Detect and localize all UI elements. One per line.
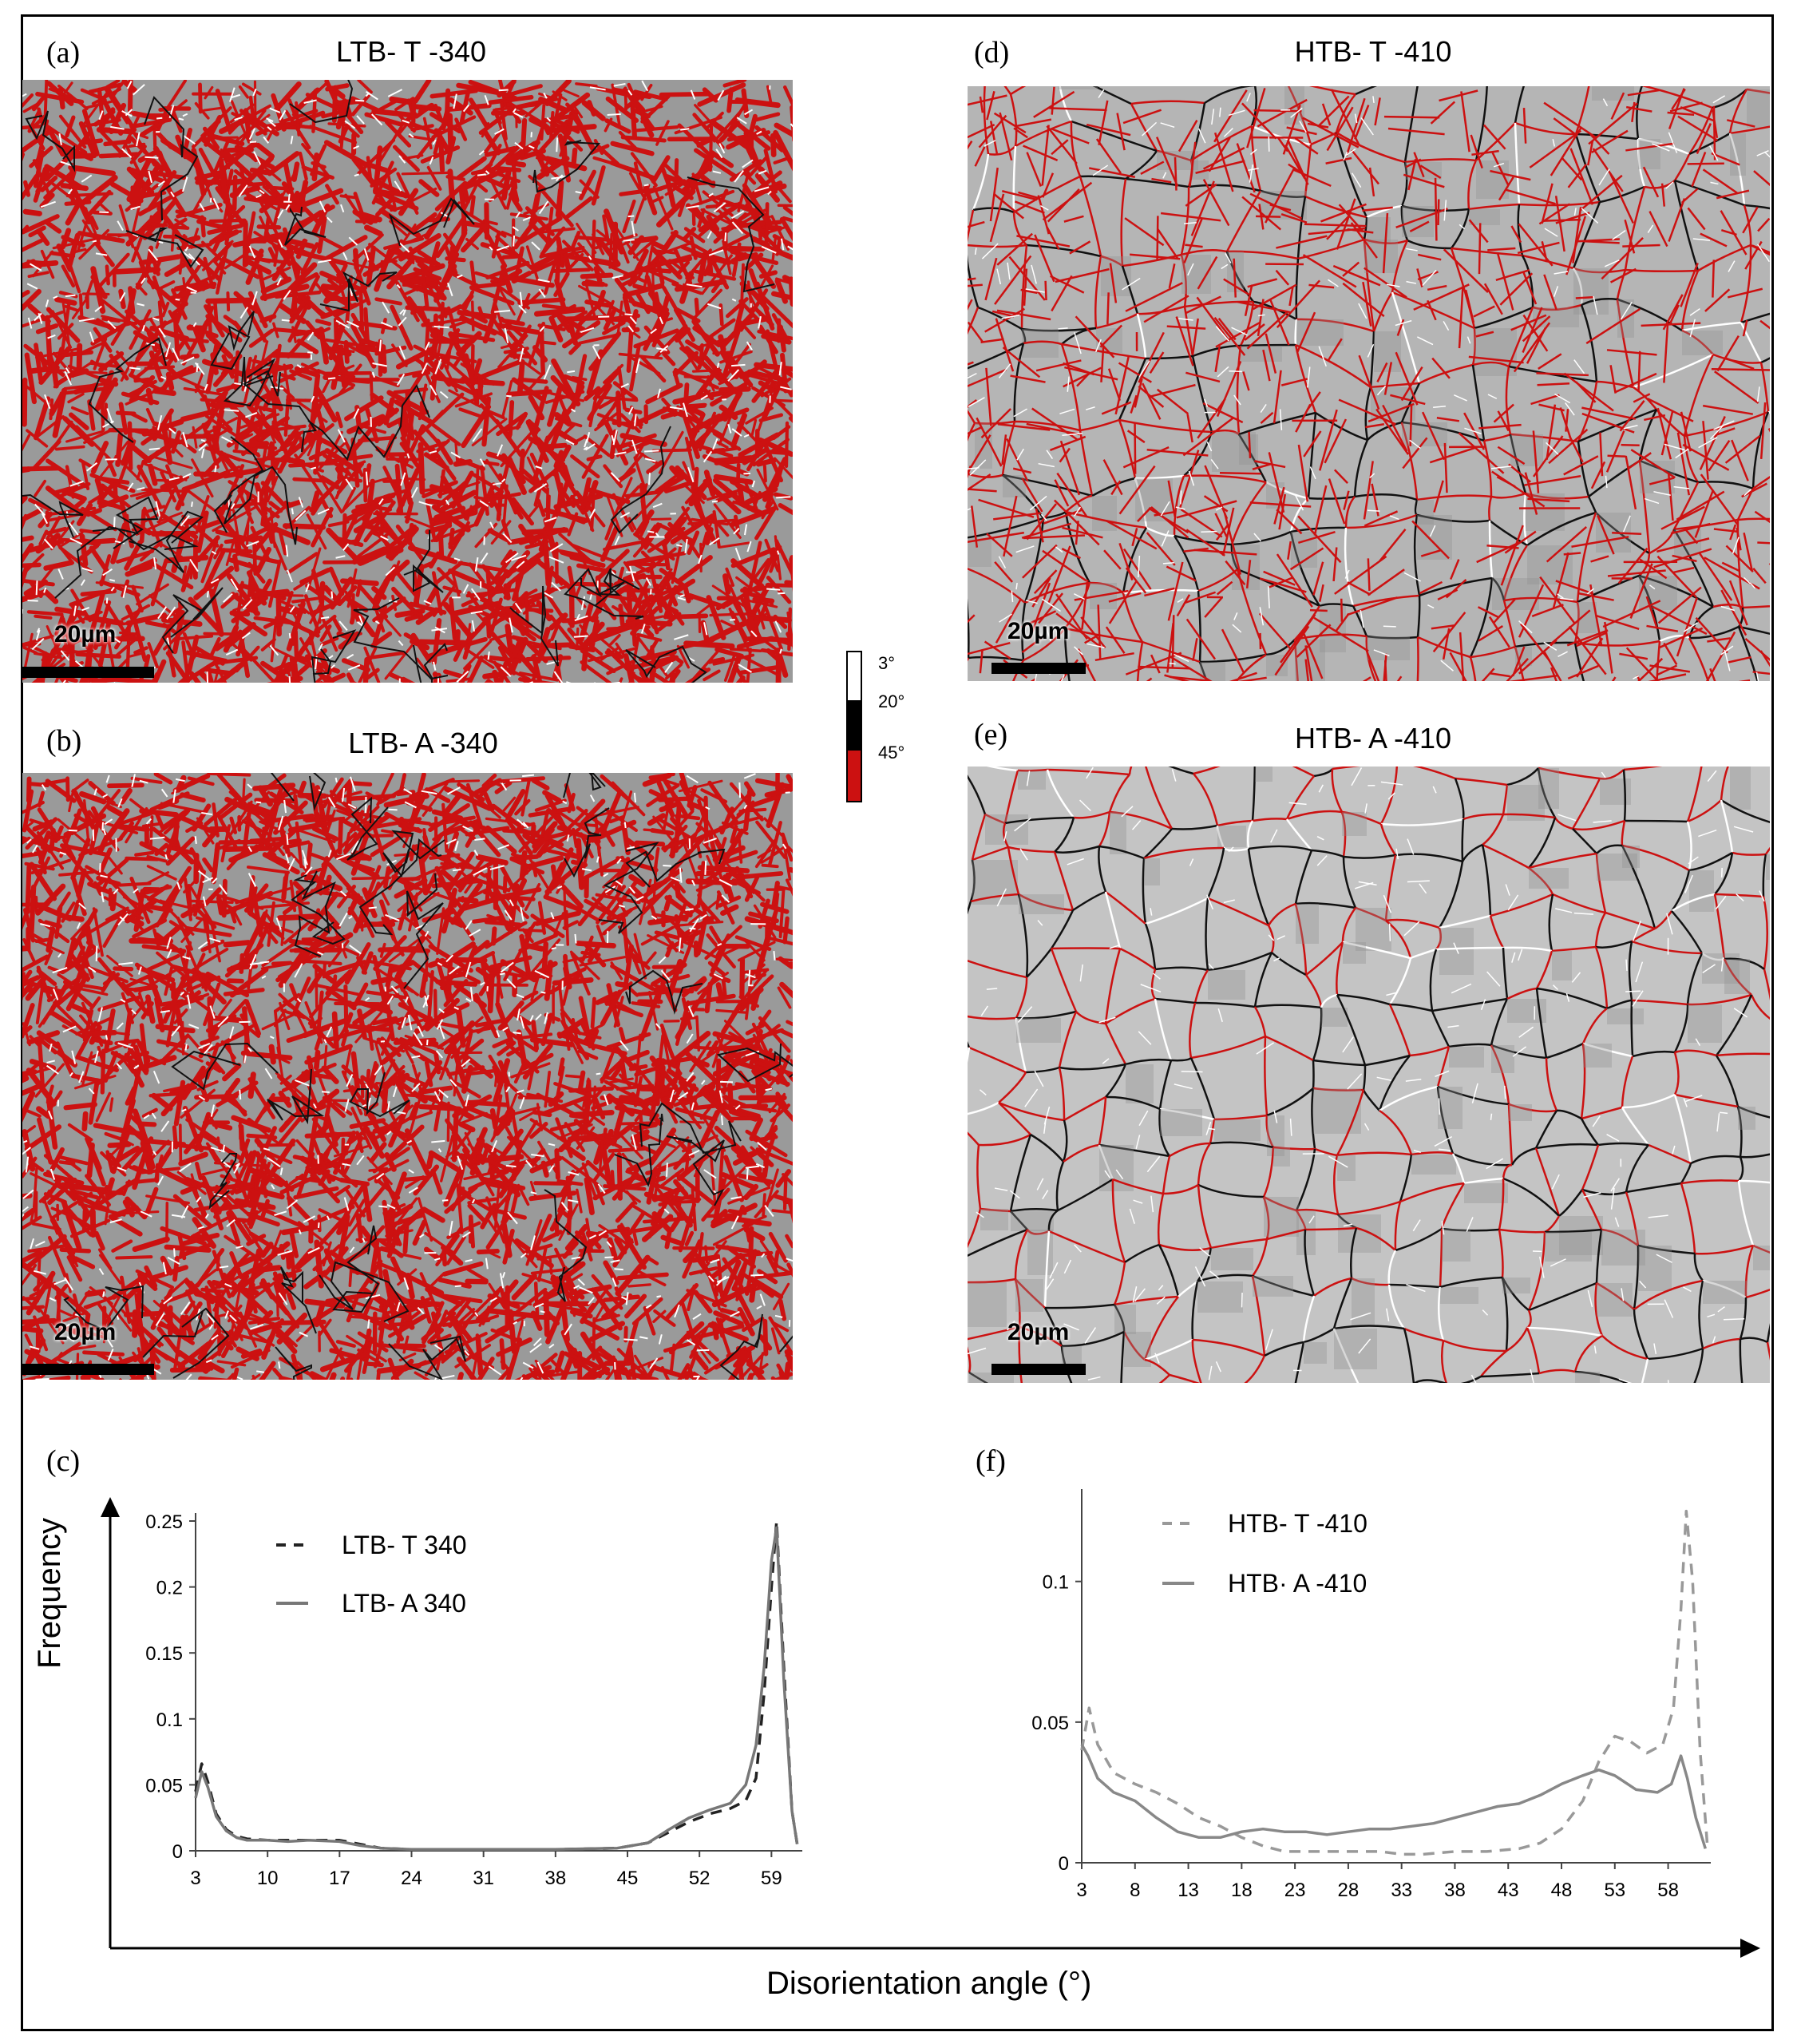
x-tick-label: 45 [617, 1868, 639, 1889]
micrograph-a [22, 80, 793, 683]
x-tick-label: 53 [1604, 1880, 1625, 1901]
panel-label-c: (c) [46, 1444, 81, 1478]
panel-title-e: HTB- A -410 [1294, 722, 1452, 755]
x-tick-label: 38 [1444, 1880, 1466, 1901]
x-tick-label: 10 [257, 1868, 279, 1889]
ylabel-frequency: Frequency [32, 1518, 67, 1669]
panel-label-e: (e) [974, 718, 1008, 751]
micrograph-b [22, 773, 793, 1380]
scale-bar-e [991, 1364, 1086, 1375]
colorbar-segment-mid [848, 700, 861, 751]
x-tick-label: 23 [1284, 1880, 1306, 1901]
x-tick-label: 18 [1231, 1880, 1253, 1901]
x-tick-label: 59 [761, 1868, 782, 1889]
panel-title-a: LTB- T -340 [335, 35, 487, 68]
x-axis-arrowhead [1740, 1939, 1760, 1958]
micrograph-e [968, 766, 1770, 1383]
scale-label-b: 20µm [54, 1319, 117, 1345]
shared-xlabel: Disorientation angle (°) [766, 1966, 1092, 2001]
colorbar-label-45: 45° [878, 743, 905, 763]
colorbar-segment-high [848, 751, 861, 801]
micro-b-texture [22, 773, 793, 1380]
legend-label: LTB- A 340 [342, 1589, 466, 1618]
panel-title-b: LTB- A -340 [348, 727, 498, 759]
panel-label-f: (f) [976, 1444, 1006, 1478]
legend-label: LTB- T 340 [342, 1531, 467, 1559]
legend-label: HTB· A -410 [1228, 1569, 1367, 1598]
scale-label-e: 20µm [1007, 1319, 1070, 1345]
x-tick-label: 28 [1338, 1880, 1360, 1901]
figure-frame [21, 14, 1774, 2031]
colorbar-label-20: 20° [878, 691, 905, 711]
micrograph-d [968, 86, 1770, 681]
y-tick-label: 0.15 [145, 1643, 183, 1665]
series-line-solid [194, 1526, 799, 1852]
colorbar [846, 651, 862, 802]
y-tick-label: 0 [1059, 1853, 1069, 1875]
x-tick-label: 3 [1076, 1880, 1086, 1901]
panel-label-b: (b) [46, 724, 82, 758]
y-tick-label: 0.05 [1031, 1713, 1069, 1734]
x-tick-label: 43 [1498, 1880, 1519, 1901]
series-line-solid [1080, 1744, 1707, 1849]
scale-label-a: 20µm [54, 621, 117, 648]
x-tick-label: 3 [190, 1868, 200, 1889]
legend-label: HTB- T -410 [1228, 1509, 1368, 1538]
x-tick-label: 38 [544, 1868, 566, 1889]
x-tick-label: 13 [1178, 1880, 1199, 1901]
x-tick-label: 48 [1551, 1880, 1573, 1901]
y-tick-label: 0.2 [156, 1578, 183, 1599]
scale-bar-d [991, 663, 1086, 674]
x-tick-label: 58 [1657, 1880, 1679, 1901]
x-tick-label: 24 [401, 1868, 422, 1889]
x-tick-label: 52 [689, 1868, 710, 1889]
scale-bar-a [22, 667, 154, 678]
y-axis-arrowhead [101, 1497, 120, 1517]
micro-d-texture [968, 86, 1770, 681]
series-line-dashed [194, 1519, 799, 1852]
x-tick-label: 33 [1391, 1880, 1412, 1901]
panel-label-a: (a) [46, 36, 81, 69]
x-tick-label: 8 [1130, 1880, 1140, 1901]
colorbar-segment-low [848, 652, 861, 700]
y-tick-label: 0.05 [145, 1775, 183, 1796]
series-line-dashed [1080, 1509, 1709, 1856]
y-tick-label: 0.1 [1043, 1572, 1069, 1594]
x-tick-label: 17 [329, 1868, 350, 1889]
colorbar-label-3: 3° [878, 653, 896, 673]
micro-a-texture [22, 80, 793, 683]
y-tick-label: 0.1 [156, 1709, 183, 1731]
scale-bar-b [22, 1364, 154, 1375]
y-tick-label: 0.25 [145, 1511, 183, 1533]
x-tick-label: 31 [473, 1868, 494, 1889]
micro-e-texture [968, 766, 1770, 1383]
scale-label-d: 20µm [1007, 618, 1070, 644]
y-tick-label: 0 [172, 1841, 183, 1863]
panel-label-d: (d) [974, 36, 1010, 69]
panel-title-d: HTB- T -410 [1294, 35, 1452, 68]
